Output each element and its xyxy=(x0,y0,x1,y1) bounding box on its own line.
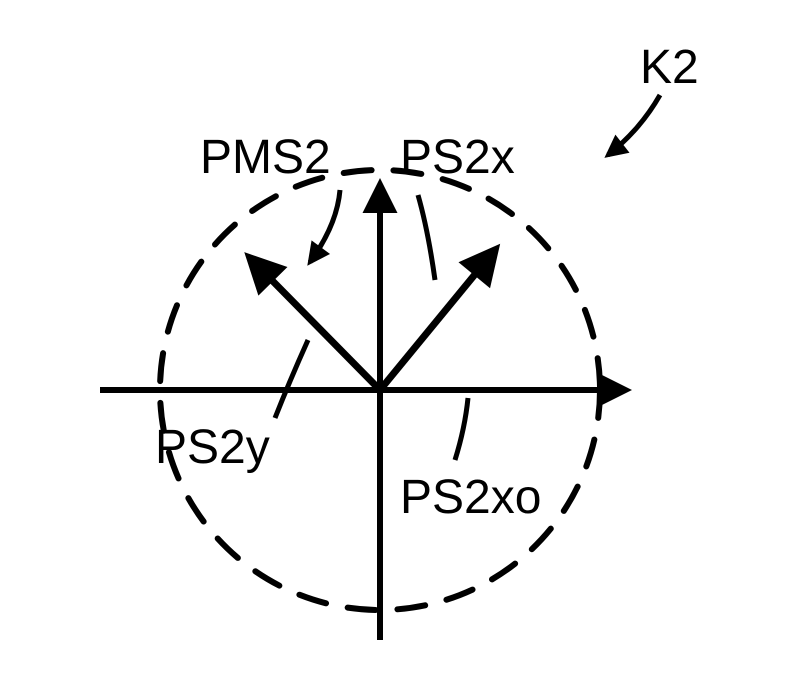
label-ps2xo: PS2xo xyxy=(400,470,541,525)
label-ps2y: PS2y xyxy=(155,420,270,475)
label-k2: K2 xyxy=(640,40,699,95)
leader-ps2y xyxy=(275,340,308,418)
leader-ps2x xyxy=(418,195,435,280)
vector-ps2x xyxy=(380,250,495,390)
leader-k2 xyxy=(608,95,660,155)
leader-ps2xo xyxy=(455,398,468,460)
vector-ps2y xyxy=(250,258,380,390)
label-pms2: PMS2 xyxy=(200,130,331,185)
vector-diagram xyxy=(0,0,800,687)
label-ps2x: PS2x xyxy=(400,130,515,185)
leader-pms2 xyxy=(310,190,340,262)
